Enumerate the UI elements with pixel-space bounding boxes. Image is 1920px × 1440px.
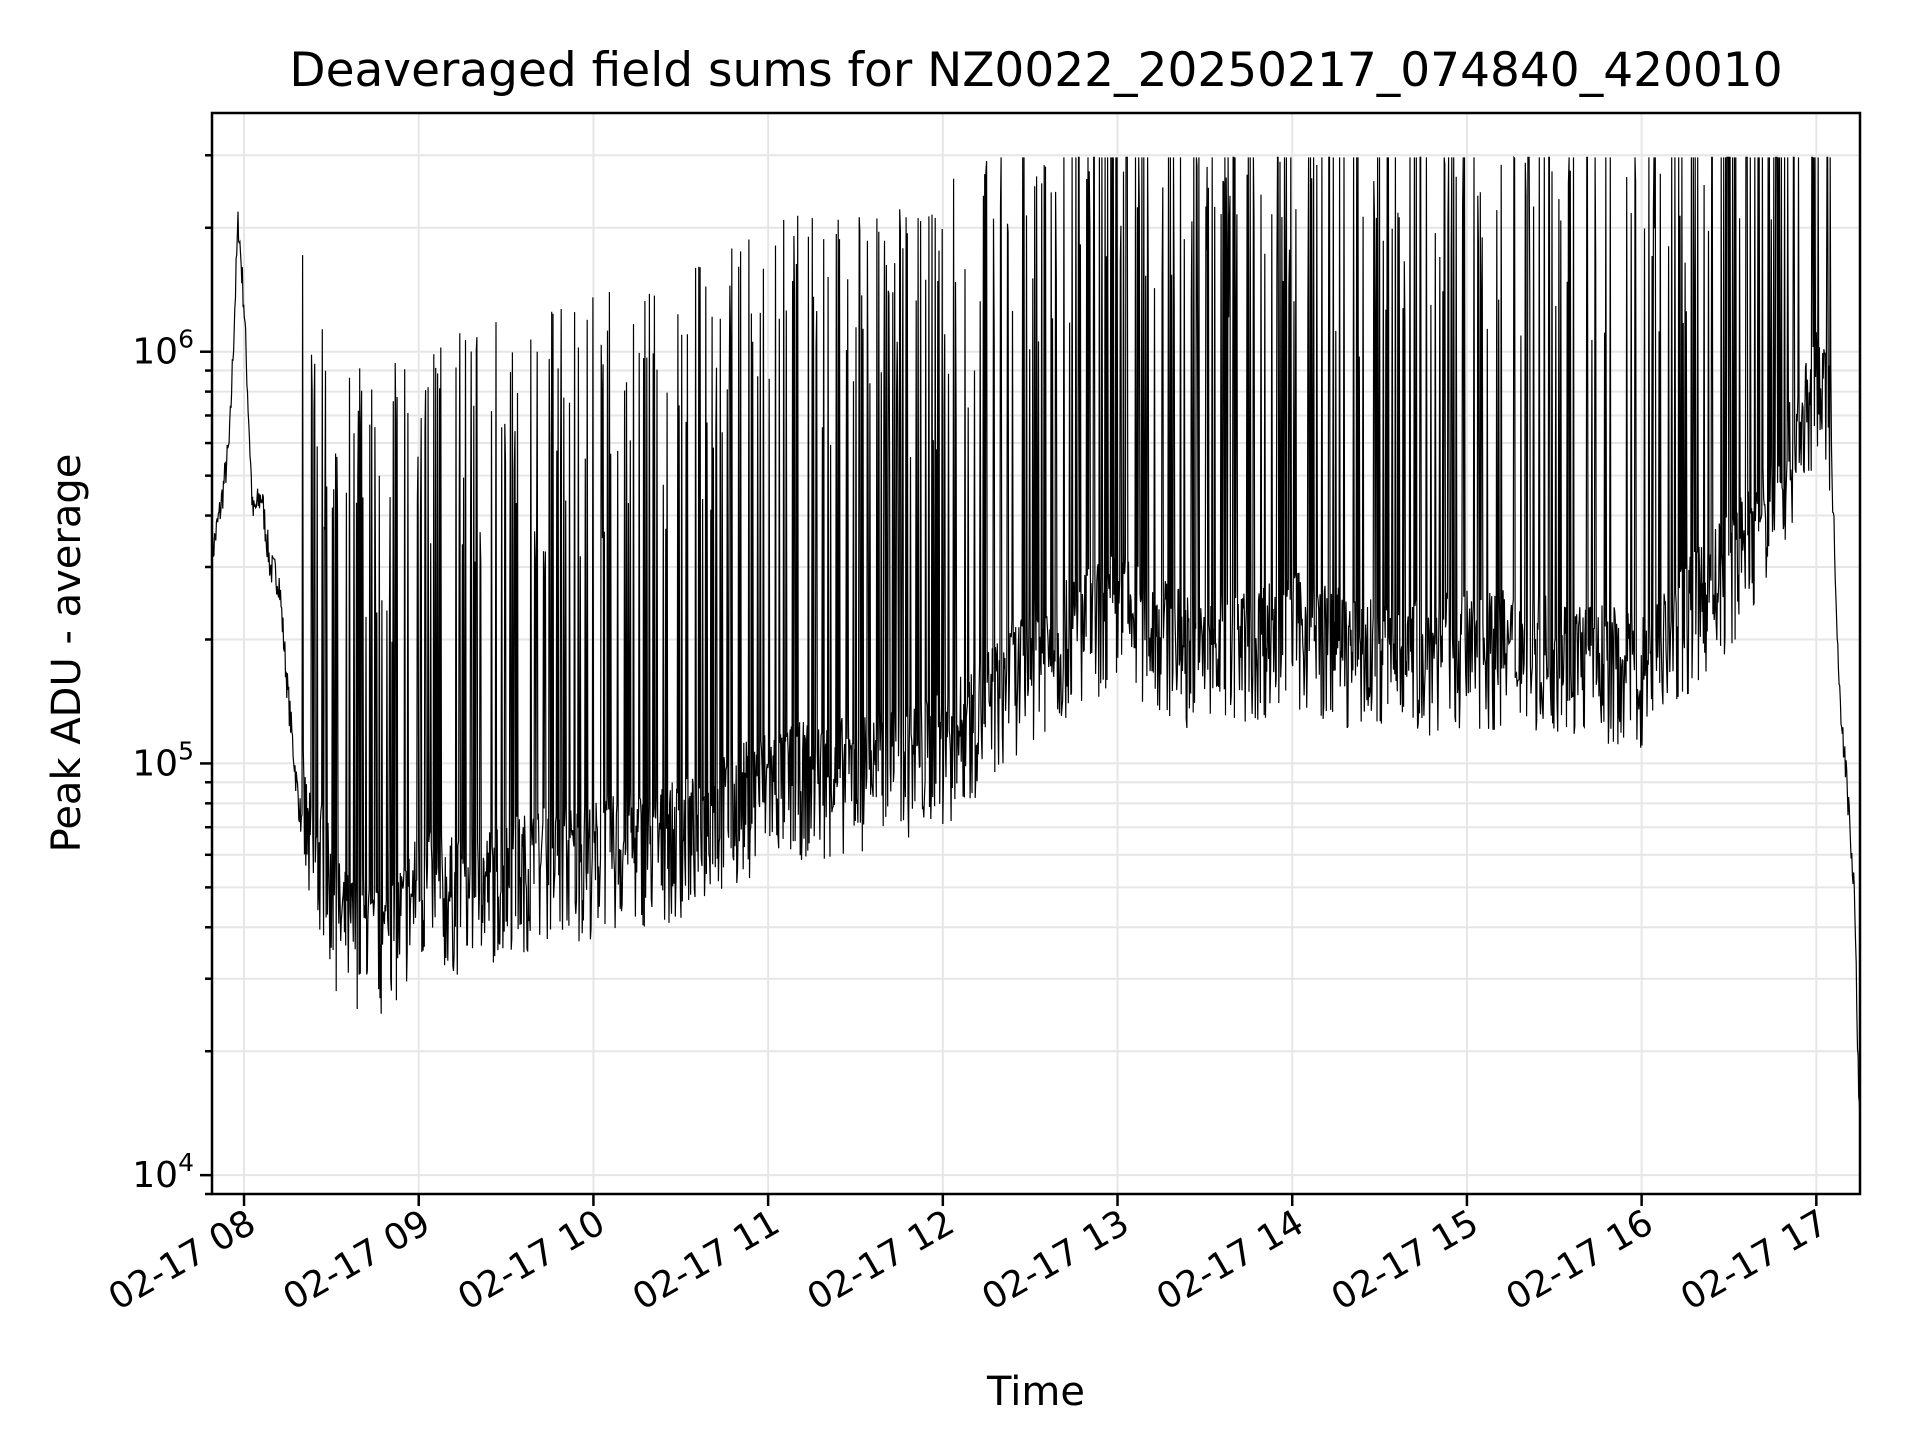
- y-tick-exponent: 6: [178, 325, 194, 354]
- chart-title: Deaveraged field sums for NZ0022_2025021…: [289, 43, 1782, 98]
- y-tick-exponent: 5: [178, 736, 194, 765]
- y-tick-exponent: 4: [178, 1148, 194, 1177]
- plot-frame: [210, 111, 1862, 1196]
- y-tick-base: 10: [132, 743, 178, 784]
- y-tick-label: 106: [132, 325, 194, 373]
- y-tick-base: 10: [132, 1155, 178, 1196]
- y-axis-label: Peak ADU - average: [44, 454, 90, 853]
- y-tick-label: 105: [132, 736, 194, 784]
- y-tick-base: 10: [132, 332, 178, 373]
- y-tick-label: 104: [132, 1148, 194, 1196]
- x-axis-label: Time: [986, 1369, 1085, 1415]
- series-line: [211, 155, 1861, 1130]
